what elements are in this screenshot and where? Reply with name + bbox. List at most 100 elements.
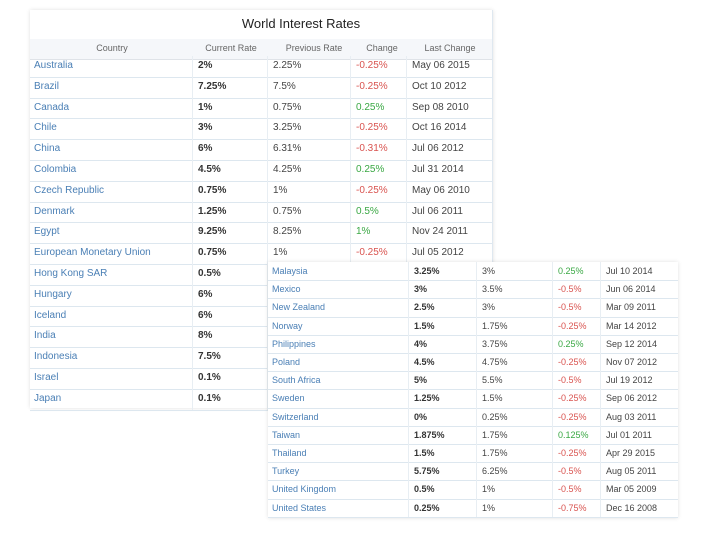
rate-change: -0.5%	[558, 484, 582, 495]
country-link[interactable]: Turkey	[272, 466, 300, 477]
header-last-change[interactable]: Last Change	[424, 43, 476, 53]
header-previous-rate[interactable]: Previous Rate	[285, 43, 343, 53]
column-divider	[552, 498, 553, 517]
previous-rate: 0.75%	[273, 205, 302, 217]
country-link[interactable]: Colombia	[34, 164, 77, 175]
rate-change: -0.25%	[356, 80, 388, 92]
country-link[interactable]: Iceland	[34, 309, 67, 321]
column-divider	[267, 201, 268, 223]
country-link[interactable]: South Africa	[272, 375, 321, 386]
current-rate: 4%	[414, 338, 428, 349]
current-rate: 3%	[414, 284, 428, 295]
column-divider	[600, 407, 601, 426]
country-link[interactable]: Taiwan	[272, 429, 301, 440]
column-divider	[267, 97, 268, 119]
country-link[interactable]: Norway	[272, 320, 303, 331]
column-divider	[267, 222, 268, 244]
previous-rate: 1.75%	[482, 448, 508, 458]
current-rate: 0%	[414, 411, 428, 422]
current-rate: 8%	[198, 330, 213, 342]
column-divider	[600, 498, 601, 517]
last-change-date: Jun 06 2014	[606, 284, 656, 295]
column-divider	[267, 118, 268, 140]
country-link[interactable]: Mexico	[272, 284, 301, 295]
current-rate: 7.5%	[198, 351, 221, 363]
column-divider	[192, 118, 193, 140]
column-divider	[552, 280, 553, 299]
previous-rate: 0.75%	[273, 101, 302, 113]
column-divider	[552, 444, 553, 463]
country-link[interactable]: Czech Republic	[34, 184, 105, 196]
column-divider	[406, 118, 407, 140]
country-link[interactable]: Sweden	[272, 393, 305, 404]
table-header: Country Current Rate Previous Rate Chang…	[30, 39, 492, 60]
table-row: China 6% 6.31% -0.31% Jul 06 2012	[30, 139, 492, 161]
country-link[interactable]: India	[34, 330, 56, 342]
current-rate: 2.5%	[414, 302, 435, 313]
country-link[interactable]: Denmark	[34, 205, 75, 217]
country-link[interactable]: New Zealand	[272, 302, 326, 313]
country-link[interactable]: Hungary	[34, 288, 72, 300]
current-rate: 1.875%	[414, 429, 445, 440]
column-divider	[476, 280, 477, 299]
rate-change: -0.25%	[356, 247, 388, 259]
rate-change: 0.25%	[558, 266, 584, 276]
country-link[interactable]: Chile	[34, 122, 57, 134]
country-link[interactable]: Indonesia	[34, 351, 78, 363]
column-divider	[267, 347, 268, 368]
column-divider	[408, 480, 409, 499]
current-rate: 5%	[414, 375, 428, 386]
column-divider	[350, 243, 351, 264]
table-row: Norway 1.5% 1.75% -0.25% Mar 14 2012	[268, 316, 678, 336]
country-link[interactable]: Poland	[272, 357, 301, 367]
previous-rate: 5.5%	[482, 375, 503, 386]
country-link[interactable]: European Monetary Union	[34, 247, 151, 259]
last-change-date: Nov 07 2012	[606, 357, 658, 367]
country-link[interactable]: Egypt	[34, 226, 60, 238]
country-link[interactable]: Hong Kong SAR	[34, 268, 108, 279]
column-divider	[192, 284, 193, 306]
header-country[interactable]: Country	[96, 43, 128, 53]
last-change-date: Mar 05 2009	[606, 484, 657, 495]
header-change[interactable]: Change	[366, 43, 398, 53]
header-current-rate[interactable]: Current Rate	[205, 43, 257, 53]
column-divider	[350, 160, 351, 181]
column-divider	[408, 353, 409, 372]
column-divider	[192, 243, 193, 264]
last-change-date: Aug 05 2011	[606, 466, 657, 477]
country-link[interactable]: Brazil	[34, 80, 60, 92]
column-divider	[267, 243, 268, 264]
last-change-date: May 06 2015	[412, 60, 470, 71]
overlay-table-panel: Malaysia 3.25% 3% 0.25% Jul 10 2014 Mexico 3% 3…	[268, 262, 678, 518]
country-link[interactable]: China	[34, 143, 61, 155]
country-link[interactable]: Philippines	[272, 338, 316, 349]
current-rate: 0.1%	[198, 392, 221, 404]
column-divider	[406, 222, 407, 244]
rate-change: 0.125%	[558, 429, 589, 440]
previous-rate: 8.25%	[273, 226, 302, 238]
column-divider	[600, 371, 601, 390]
column-divider	[267, 368, 268, 389]
country-link[interactable]: Japan	[34, 392, 62, 404]
column-divider	[350, 139, 351, 160]
column-divider	[476, 353, 477, 372]
current-rate: 1.25%	[198, 205, 227, 217]
country-link[interactable]: Malaysia	[272, 266, 308, 276]
last-change-date: Nov 24 2011	[412, 226, 468, 238]
country-link[interactable]: Canada	[34, 101, 70, 113]
country-link[interactable]: United States	[272, 502, 327, 513]
rate-change: -0.5%	[558, 466, 582, 477]
country-link[interactable]: Israel	[34, 372, 59, 383]
column-divider	[600, 262, 601, 281]
current-rate: 0.75%	[198, 247, 227, 259]
column-divider	[552, 462, 553, 481]
country-link[interactable]: Switzerland	[272, 411, 319, 422]
current-rate: 6%	[198, 309, 213, 321]
previous-rate: 2.25%	[273, 60, 302, 71]
main-table-panel: World Interest Rates Country Current Rat…	[30, 10, 493, 411]
country-link[interactable]: Thailand	[272, 448, 307, 458]
column-divider	[408, 334, 409, 353]
rate-change: -0.25%	[558, 393, 587, 404]
country-link[interactable]: Australia	[34, 60, 73, 71]
country-link[interactable]: United Kingdom	[272, 484, 337, 495]
